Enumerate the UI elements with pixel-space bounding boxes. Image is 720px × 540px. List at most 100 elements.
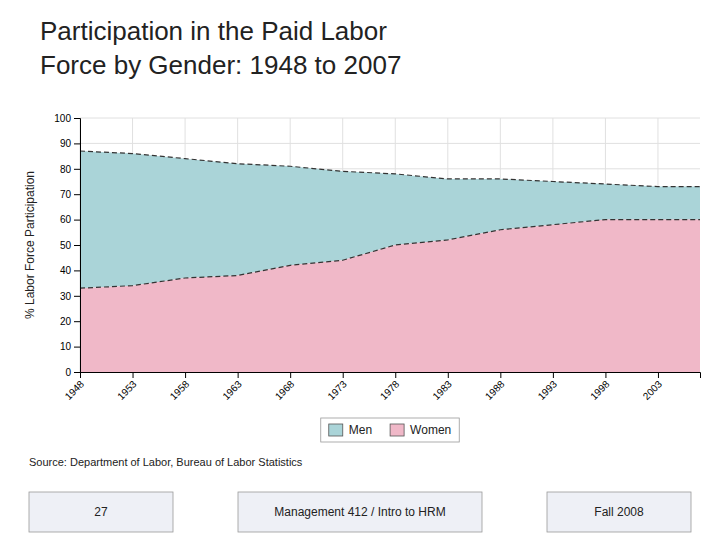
footer-box: 27 xyxy=(29,492,173,532)
y-tick: 90 xyxy=(60,138,80,149)
y-tick-label: 20 xyxy=(60,316,72,327)
x-tick-label: 1973 xyxy=(325,378,349,402)
x-tick: 1988 xyxy=(483,372,507,402)
y-tick-label: 80 xyxy=(60,164,72,175)
y-axis-line xyxy=(74,119,81,373)
x-tick: 1953 xyxy=(115,372,139,402)
x-axis: 1948 1953 1958 1963 1968 1973 1978 1983 1988 1993… xyxy=(63,372,701,402)
x-tick-label: 1978 xyxy=(378,378,402,402)
x-tick-mark xyxy=(133,372,134,378)
x-tick-label: 1953 xyxy=(115,378,139,402)
y-tick-mark xyxy=(74,169,80,170)
y-tick: 30 xyxy=(60,291,80,302)
x-tick: 1968 xyxy=(273,372,297,402)
x-tick: 1998 xyxy=(588,372,612,402)
y-tick-mark xyxy=(74,347,80,348)
title: Participation in the Paid Labor xyxy=(40,16,387,46)
x-tick-label: 1968 xyxy=(273,378,297,402)
y-tick-mark xyxy=(74,372,80,373)
y-tick-label: 0 xyxy=(65,367,71,378)
x-tick: 2003 xyxy=(641,372,665,402)
y-tick-label: 30 xyxy=(60,291,72,302)
y-axis-title: % Labor Force Participation xyxy=(23,171,37,319)
line xyxy=(80,151,700,187)
footer-box: Fall 2008 xyxy=(547,492,691,532)
y-tick: 20 xyxy=(60,316,80,327)
x-tick-label: 1998 xyxy=(588,378,612,402)
y-tick-mark xyxy=(74,245,80,246)
footer-rect xyxy=(547,492,691,532)
footer-text: Fall 2008 xyxy=(594,505,644,519)
x-tick: 1993 xyxy=(536,372,560,402)
x-tick-mark xyxy=(553,372,554,378)
x-tick: 1958 xyxy=(168,372,192,402)
x-tick: 1978 xyxy=(378,372,402,402)
x-tick-mark xyxy=(500,372,501,378)
y-tick-label: 90 xyxy=(60,138,72,149)
legend-frame xyxy=(321,418,459,442)
legend-item: Women xyxy=(390,423,451,437)
title: Force by Gender: 1948 to 2007 xyxy=(40,50,401,80)
x-tick-mark xyxy=(395,372,396,378)
grid-line xyxy=(80,143,700,144)
y-tick: 80 xyxy=(60,164,80,175)
footer-rect xyxy=(29,492,173,532)
chart: Participation in the Paid Labor Force by … xyxy=(0,0,720,540)
x-tick-label: 1988 xyxy=(483,378,507,402)
footer-box: Management 412 / Intro to HRM xyxy=(238,492,482,532)
x-tick-label: 1983 xyxy=(430,378,454,402)
legend-label: Men xyxy=(349,423,372,437)
y-tick-mark xyxy=(74,220,80,221)
x-tick-mark xyxy=(658,372,659,378)
y-tick-mark xyxy=(74,194,80,195)
plot-area xyxy=(80,151,700,372)
footer-text: 27 xyxy=(94,505,108,519)
y-tick-mark xyxy=(74,296,80,297)
x-tick-label: 1958 xyxy=(168,378,192,402)
legend-item: Men xyxy=(329,423,372,437)
y-tick: 40 xyxy=(60,265,80,276)
y-tick: 100 xyxy=(54,113,80,124)
y-tick-mark xyxy=(74,143,80,144)
source: Source: Department of Labor, Bureau of L… xyxy=(29,456,303,468)
y-tick: 70 xyxy=(60,189,80,200)
x-axis-line xyxy=(81,373,701,379)
x-tick-mark xyxy=(343,372,344,378)
y-tick-mark xyxy=(74,270,80,271)
x-tick-mark xyxy=(185,372,186,378)
y-tick: 60 xyxy=(60,214,80,225)
x-tick-mark xyxy=(448,372,449,378)
line xyxy=(80,220,700,289)
y-tick-label: 40 xyxy=(60,265,72,276)
grid-line xyxy=(80,118,700,119)
y-axis: 0 10 20 30 40 50 60 70 80 90 100 xyxy=(54,113,80,378)
y-tick-mark xyxy=(74,321,80,322)
grid xyxy=(80,118,700,372)
x-tick-mark xyxy=(290,372,291,378)
y-tick-label: 70 xyxy=(60,189,72,200)
y-tick: 10 xyxy=(60,341,80,352)
y-tick-mark xyxy=(74,118,80,119)
area xyxy=(80,220,700,372)
x-tick-mark xyxy=(605,372,606,378)
y-tick-label: 50 xyxy=(60,240,72,251)
x-tick: 1973 xyxy=(325,372,349,402)
x-tick-label: 2003 xyxy=(641,378,665,402)
footer-text: Management 412 / Intro to HRM xyxy=(274,505,445,519)
footer-rect xyxy=(238,492,482,532)
y-tick-label: 10 xyxy=(60,341,72,352)
legend-swatch xyxy=(329,424,343,436)
y-tick-label: 60 xyxy=(60,214,72,225)
y-tick-label: 100 xyxy=(54,113,71,124)
y-tick: 0 xyxy=(65,367,80,378)
y-tick: 50 xyxy=(60,240,80,251)
x-tick-label: 1963 xyxy=(220,378,244,402)
x-tick: 1983 xyxy=(430,372,454,402)
legend-label: Women xyxy=(410,423,451,437)
x-tick-label: 1948 xyxy=(63,378,87,402)
x-tick: 1963 xyxy=(220,372,244,402)
legend: Men Women xyxy=(321,418,459,442)
x-tick-mark xyxy=(238,372,239,378)
legend-swatch xyxy=(390,424,404,436)
x-tick-label: 1993 xyxy=(536,378,560,402)
